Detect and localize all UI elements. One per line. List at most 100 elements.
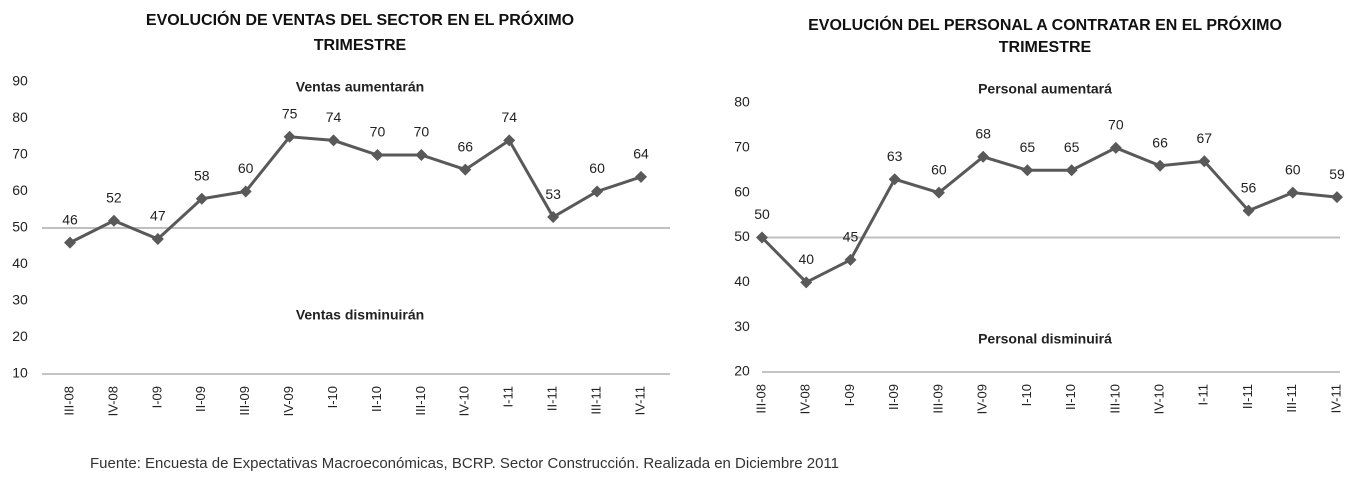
y-tick-label: 30	[12, 292, 28, 308]
x-tick-label: II-09	[886, 384, 901, 410]
line-series	[760, 146, 1338, 285]
marker	[64, 236, 76, 249]
x-tick-label: III-09	[930, 384, 945, 414]
data-label: 65	[1064, 139, 1080, 155]
y-tick-label: 40	[734, 273, 750, 289]
x-tick-label: III-11	[1284, 384, 1299, 413]
x-tick-label: I-11	[501, 386, 516, 407]
marker	[371, 149, 384, 161]
data-label: 68	[975, 126, 991, 142]
x-tick-label: IV-08	[105, 386, 120, 416]
data-label: 64	[633, 146, 649, 162]
data-label: 56	[1241, 179, 1257, 195]
marker	[195, 192, 208, 205]
y-tick-label: 60	[12, 182, 28, 198]
data-label: 60	[238, 160, 254, 176]
x-tick-label: II-11	[1240, 384, 1255, 409]
marker	[283, 130, 296, 143]
annotation: Ventas aumentarán	[296, 79, 424, 95]
data-label: 58	[194, 168, 210, 184]
marker	[1021, 164, 1034, 177]
x-tick-label: II-10	[1063, 384, 1078, 410]
data-label: 46	[62, 211, 78, 227]
x-tick-label: II-10	[369, 386, 384, 412]
annotation: Personal disminuirá	[978, 331, 1112, 347]
x-tick-label: III-10	[413, 386, 428, 416]
y-tick-label: 90	[12, 73, 28, 89]
x-tick-label: III-09	[237, 386, 252, 416]
data-label: 40	[798, 251, 814, 267]
marker	[1331, 191, 1343, 204]
chart-title: EVOLUCIÓN DE VENTAS DEL SECTOR EN EL PRÓ…	[145, 12, 575, 54]
annotation: Personal aumentará	[978, 81, 1112, 97]
y-tick-label: 70	[12, 146, 28, 162]
x-tick-label: IV-10	[1152, 384, 1167, 414]
x-tick-label: IV-09	[975, 384, 990, 414]
y-tick-label: 60	[734, 183, 750, 199]
marker	[547, 211, 560, 224]
x-tick-label: IV-10	[457, 386, 472, 416]
marker	[888, 173, 901, 186]
marker	[239, 185, 252, 198]
marker	[459, 163, 472, 176]
marker	[1242, 204, 1255, 217]
y-tick-label: 50	[734, 228, 750, 244]
data-label: 66	[1152, 134, 1168, 150]
x-tick-label: I-10	[325, 386, 340, 408]
y-tick-label: 80	[734, 94, 750, 110]
marker	[800, 276, 813, 289]
x-tick-label: III-08	[61, 386, 76, 416]
x-tick-label: IV-09	[281, 386, 296, 416]
data-label: 75	[282, 105, 298, 121]
marker	[977, 150, 990, 163]
data-label: 60	[589, 160, 605, 176]
marker	[1109, 141, 1122, 154]
marker	[1198, 155, 1211, 168]
data-label: 70	[1108, 117, 1124, 133]
marker	[932, 186, 945, 199]
source-note: Fuente: Encuesta de Expectativas Macroec…	[90, 455, 839, 472]
data-label: 74	[326, 109, 342, 125]
x-tick-label: IV-11	[632, 386, 647, 415]
data-label: 47	[150, 208, 166, 224]
marker	[756, 231, 768, 244]
x-tick-label: I-11	[1196, 384, 1211, 405]
x-tick-label: IV-08	[798, 384, 813, 414]
x-tick-label: IV-11	[1328, 384, 1343, 413]
x-tick-label: I-09	[149, 386, 164, 408]
marker	[503, 134, 516, 147]
data-label: 70	[370, 124, 386, 140]
annotation: Ventas disminuirán	[296, 307, 424, 323]
x-tick-label: II-09	[193, 386, 208, 412]
chart-title: EVOLUCIÓN DEL PERSONAL A CONTRATAR EN EL…	[808, 17, 1282, 56]
y-tick-label: 20	[734, 363, 750, 379]
data-label: 52	[106, 189, 122, 205]
y-tick-label: 40	[12, 255, 28, 271]
marker	[1154, 159, 1167, 172]
marker	[151, 232, 164, 245]
data-label: 67	[1197, 130, 1213, 146]
x-tick-label: I-09	[842, 384, 857, 406]
y-tick-label: 30	[734, 318, 750, 334]
data-label: 63	[887, 148, 903, 164]
data-label: 70	[414, 124, 430, 140]
data-label: 65	[1020, 139, 1036, 155]
marker	[1065, 164, 1078, 177]
x-tick-label: III-10	[1107, 384, 1122, 414]
y-tick-label: 70	[734, 139, 750, 155]
marker	[1286, 186, 1299, 199]
y-tick-label: 20	[12, 328, 28, 344]
y-tick-label: 50	[12, 219, 28, 235]
x-tick-label: I-10	[1019, 384, 1034, 406]
data-label: 59	[1329, 166, 1345, 182]
data-label: 50	[754, 206, 770, 222]
x-tick-label: II-11	[545, 386, 560, 411]
data-label: 53	[545, 186, 561, 202]
line-series	[69, 135, 642, 244]
marker	[591, 185, 604, 198]
data-label: 66	[458, 138, 474, 154]
marker	[635, 170, 647, 183]
data-label: 60	[931, 161, 947, 177]
data-label: 45	[843, 229, 859, 245]
